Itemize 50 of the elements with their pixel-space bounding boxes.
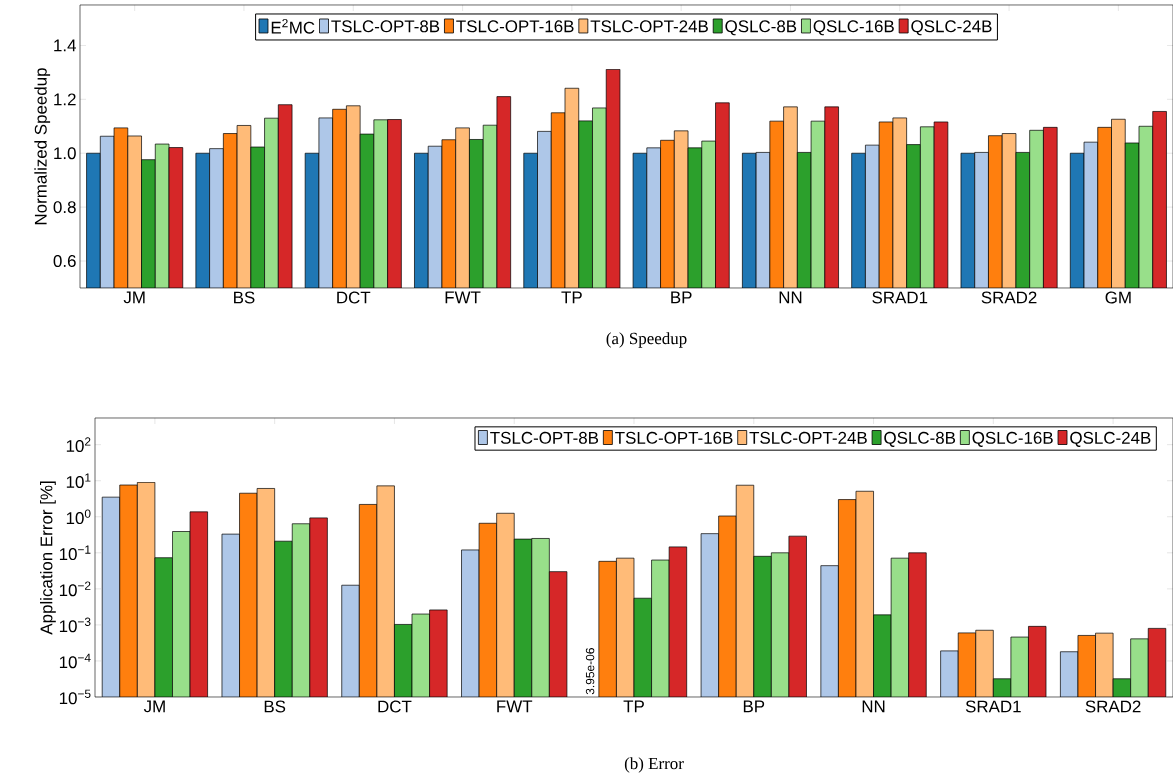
legend-label: TSLC-OPT-8B — [331, 20, 440, 33]
legend-label: TSLC-OPT-24B — [749, 431, 867, 444]
y-tick-label: 10$^{0}$ — [66, 509, 91, 525]
x-tick-label: BP — [671, 291, 692, 304]
y-tick-label: 10$^{2}$ — [66, 437, 91, 453]
x-tick-label: DCT — [337, 291, 371, 304]
legend-label: QSLC-24B — [911, 20, 992, 36]
legend-label: QSLC-24B — [1070, 431, 1151, 447]
x-tick-label: GM — [1105, 291, 1131, 304]
legend-label: QSLC-16B — [813, 20, 894, 36]
legend-label: QSLC-16B — [972, 431, 1053, 447]
y-tick-label: 1.0 — [54, 147, 76, 160]
text: (a) Speedup — [606, 332, 687, 348]
x-tick-label: TP — [623, 700, 644, 713]
legend-label: QSLC-8B — [725, 20, 797, 36]
legend-label: E$^{2}$MC — [271, 18, 315, 34]
y-tick-label: 0.6 — [53, 255, 76, 268]
y-axis-title: Normalized Speedup — [34, 68, 51, 225]
x-tick-label: FWT — [445, 291, 481, 304]
legend-label: TSLC-OPT-8B — [490, 431, 599, 444]
x-tick-label: BS — [234, 291, 255, 304]
x-tick-label: SRAD1 — [965, 700, 1021, 713]
x-tick-label: JM — [123, 291, 145, 304]
y-tick-label: 10$^{1}$ — [66, 473, 91, 489]
y-tick-label: 10$^{−4}$ — [59, 653, 91, 669]
x-tick-label: NN — [779, 291, 802, 304]
x-tick-label: NN — [862, 700, 885, 713]
y-axis-title: Application Error [%] — [40, 481, 56, 635]
y-tick-label: 0.8 — [53, 201, 76, 214]
text: (b) Error — [624, 757, 684, 773]
y-tick-label: 1.2 — [54, 93, 76, 106]
x-tick-label: JM — [143, 700, 165, 713]
x-tick-label: TP — [561, 291, 582, 304]
x-tick-label: SRAD1 — [872, 291, 928, 304]
x-tick-label: SRAD2 — [1085, 700, 1141, 713]
x-tick-label: SRAD2 — [981, 291, 1037, 304]
legend-label: TSLC-OPT-24B — [590, 20, 708, 33]
y-tick-label: 1.4 — [54, 39, 76, 52]
y-tick-label: 10$^{−1}$ — [59, 545, 91, 561]
y-tick-label: 10$^{−2}$ — [59, 581, 91, 597]
legend-label: TSLC-OPT-16B — [456, 20, 574, 33]
y-tick-label: 10$^{−3}$ — [59, 617, 91, 633]
legend-label: QSLC-8B — [884, 431, 956, 447]
x-tick-label: BP — [743, 700, 765, 713]
legend-label: TSLC-OPT-16B — [615, 431, 733, 444]
x-tick-label: FWT — [497, 700, 533, 713]
x-tick-label: BS — [264, 700, 286, 713]
annotation: 3.95e-06 — [585, 648, 595, 695]
y-tick-label: 10$^{−5}$ — [59, 689, 91, 705]
x-tick-label: DCT — [378, 700, 412, 713]
